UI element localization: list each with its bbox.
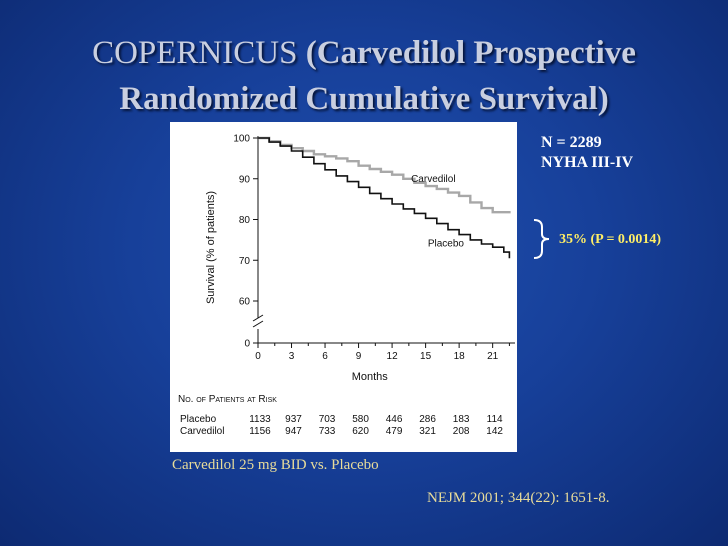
y-tick-label: 80 [239, 215, 251, 226]
title-plain: COPERNICUS [92, 35, 298, 71]
x-tick-label: 9 [356, 351, 362, 362]
x-tick-label: 21 [487, 351, 499, 362]
carvedilol-curve [258, 136, 511, 214]
axis-break-mark [252, 320, 264, 328]
risk-table-cell: 733 [319, 426, 336, 437]
axis-break-mark [252, 314, 264, 322]
risk-table-cell: 1133 [249, 414, 271, 425]
risk-table-cell: 286 [419, 414, 436, 425]
risk-row-label: Placebo [180, 414, 217, 425]
risk-table-cell: 321 [419, 426, 436, 437]
risk-table-cell: 703 [319, 414, 336, 425]
x-tick-label: 15 [420, 351, 432, 362]
risk-table-cell: 208 [453, 426, 470, 437]
risk-row-label: Carvedilol [180, 426, 224, 437]
risk-reduction-callout: 35% (P = 0.0014) [559, 232, 662, 247]
y-tick-label: 70 [239, 256, 251, 267]
sample-size-label: N = 2289 [541, 134, 602, 151]
x-tick-label: 3 [289, 351, 295, 362]
risk-table-cell: 114 [487, 414, 503, 425]
carvedilol-curve-label: Carvedilol [411, 174, 455, 185]
y-tick-label: 60 [239, 297, 251, 308]
x-tick-label: 6 [322, 351, 328, 362]
risk-table-cell: 183 [453, 414, 470, 425]
survival-chart: 100 90 80 70 60 00 3 6 9 12 15 18 21 Months Survival (… [178, 134, 515, 437]
x-tick-label: 18 [454, 351, 466, 362]
x-tick-label: 0 [255, 351, 261, 362]
risk-table-title: No. of Patients at Risk [178, 394, 277, 405]
risk-table-cell: 1156 [249, 426, 271, 437]
x-tick-label: 12 [387, 351, 399, 362]
risk-table-cell: 620 [352, 426, 369, 437]
y-axis-label: Survival (% of patients) [205, 191, 217, 304]
title-bold-line1: (Carvedilol Prospective [305, 35, 636, 71]
risk-table-cell: 947 [285, 426, 302, 437]
y-tick-label: 90 [239, 174, 251, 185]
title-line2: Randomized Cumulative Survival) [119, 81, 609, 117]
slide-title: COPERNICUS (Carvedilol Prospective Rando… [0, 30, 728, 122]
risk-table-cell: 479 [386, 426, 403, 437]
risk-table-cell: 142 [486, 426, 503, 437]
risk-table-cell: 580 [352, 414, 369, 425]
y-tick-label: 0 [244, 339, 250, 350]
dose-note: Carvedilol 25 mg BID vs. Placebo [172, 457, 379, 473]
bracket-icon [533, 219, 550, 259]
placebo-curve [258, 137, 511, 259]
citation: NEJM 2001; 344(22): 1651-8. [427, 490, 610, 506]
y-tick-label: 100 [233, 134, 250, 145]
nyha-class-label: NYHA III-IV [541, 154, 634, 171]
x-axis-label: Months [352, 371, 389, 383]
risk-table-cell: 446 [386, 414, 403, 425]
risk-table-cell: 937 [285, 414, 302, 425]
survival-chart-panel: 100 90 80 70 60 0 0 3 6 9 12 15 18 21 Months Survival (… [170, 122, 517, 452]
placebo-curve-label: Placebo [428, 238, 465, 249]
